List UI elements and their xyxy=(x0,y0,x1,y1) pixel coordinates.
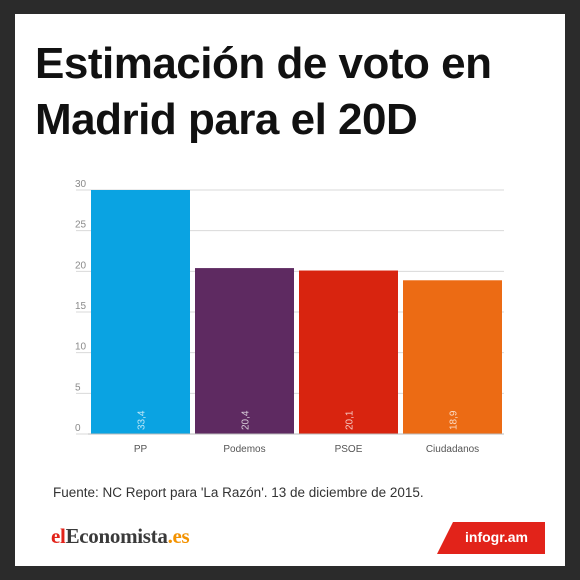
infogram-badge[interactable]: infogr.am xyxy=(437,522,545,554)
bar-value-label: 33,4 xyxy=(137,410,148,430)
bar-podemos xyxy=(195,268,294,434)
y-tick-label: 0 xyxy=(75,423,81,434)
bar-chart: 0 5 10 15 20 25 30 33,4 PP 20,4 Podemos 20,1 PSOE 18,… xyxy=(75,179,504,455)
y-tick-label: 10 xyxy=(75,342,87,353)
infogram-badge-label: infogr.am xyxy=(465,529,529,545)
y-tick-label: 5 xyxy=(75,382,81,393)
x-tick-label: Ciudadanos xyxy=(426,444,479,455)
y-tick-label: 25 xyxy=(75,220,87,231)
source-note: Fuente: NC Report para 'La Razón'. 13 de… xyxy=(53,485,424,500)
badge-background xyxy=(437,522,545,554)
x-tick-label: Podemos xyxy=(223,444,265,455)
chart-title: Estimación de voto en Madrid para el 20D xyxy=(35,36,555,148)
eleconomista-logo[interactable]: elEconomista.es xyxy=(51,524,190,549)
title-line-1: Estimación de voto en xyxy=(35,39,492,88)
x-tick-label: PP xyxy=(134,444,148,455)
y-tick-label: 30 xyxy=(75,179,87,190)
y-tick-label: 20 xyxy=(75,260,87,271)
logo-part-economista: Economista xyxy=(65,524,168,548)
bar-value-label: 20,4 xyxy=(241,410,252,430)
bar-psoe xyxy=(299,270,398,434)
y-tick-label: 15 xyxy=(75,301,87,312)
bar-ciudadanos xyxy=(403,280,502,434)
bar-value-label: 20,1 xyxy=(345,410,356,430)
bar-pp xyxy=(91,190,190,434)
logo-part-es: .es xyxy=(167,524,190,548)
bar-value-label: 18,9 xyxy=(449,410,460,430)
chart-card: Estimación de voto en Madrid para el 20D… xyxy=(15,14,565,566)
logo-part-el: el xyxy=(51,524,66,548)
title-line-2: Madrid para el 20D xyxy=(35,95,418,144)
x-tick-label: PSOE xyxy=(335,444,363,455)
